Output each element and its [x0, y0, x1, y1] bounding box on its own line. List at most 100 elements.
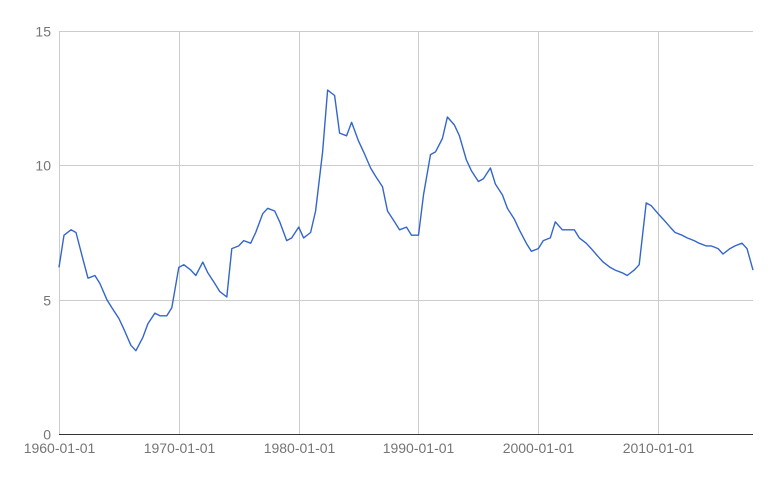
y-tick-label: 0	[43, 427, 51, 443]
data-point	[417, 233, 421, 237]
data-point	[697, 241, 701, 245]
data-point	[249, 241, 253, 245]
data-point	[733, 244, 737, 248]
data-point	[422, 193, 426, 197]
data-point	[410, 233, 414, 237]
data-point	[218, 290, 222, 294]
data-point	[386, 209, 390, 213]
data-point	[445, 115, 449, 119]
data-point	[189, 268, 193, 272]
data-point	[105, 298, 109, 302]
data-point	[314, 209, 318, 213]
data-point	[153, 311, 157, 315]
data-point	[668, 225, 672, 229]
data-point	[206, 271, 210, 275]
data-point	[165, 314, 169, 318]
data-point	[751, 268, 755, 272]
data-point	[285, 239, 289, 243]
data-point	[536, 247, 540, 251]
data-point	[266, 206, 270, 210]
data-point	[57, 265, 61, 269]
data-point	[560, 228, 564, 232]
data-point	[589, 247, 593, 251]
data-point	[62, 233, 66, 237]
x-tick-label: 2000-01-01	[503, 440, 575, 456]
data-point	[117, 317, 121, 321]
data-point	[704, 244, 708, 248]
data-point	[728, 247, 732, 251]
data-point	[601, 260, 605, 264]
x-axis-tick-labels: 1960-01-01 1970-01-01 1980-01-01 1990-01-01…	[24, 440, 695, 456]
data-point	[434, 150, 438, 154]
x-tick-label: 1970-01-01	[144, 440, 216, 456]
series-line	[58, 89, 754, 352]
data-point	[512, 217, 516, 221]
data-point	[74, 231, 78, 235]
data-point	[201, 260, 205, 264]
data-point	[649, 204, 653, 208]
data-point	[524, 241, 528, 245]
data-point	[541, 239, 545, 243]
data-point	[237, 244, 241, 248]
data-point	[529, 249, 533, 253]
data-point	[177, 265, 181, 269]
data-point	[476, 180, 480, 184]
data-point	[632, 268, 636, 272]
y-tick-label: 15	[35, 24, 51, 40]
data-point	[182, 263, 186, 267]
data-point	[620, 271, 624, 275]
data-point	[86, 276, 90, 280]
data-point	[338, 131, 342, 135]
data-point	[321, 150, 325, 154]
data-point	[548, 236, 552, 240]
data-point	[721, 252, 725, 256]
data-point	[685, 236, 689, 240]
data-point	[680, 233, 684, 237]
data-point	[194, 274, 198, 278]
data-point	[673, 231, 677, 235]
data-point	[740, 241, 744, 245]
data-point	[584, 241, 588, 245]
data-point	[625, 274, 629, 278]
data-point	[381, 185, 385, 189]
data-point	[464, 158, 468, 162]
y-tick-label: 10	[35, 158, 51, 174]
data-point	[517, 228, 521, 232]
data-point	[297, 225, 301, 229]
data-point	[709, 244, 713, 248]
data-point	[500, 193, 504, 197]
data-point	[350, 120, 354, 124]
data-point	[745, 247, 749, 251]
data-point	[122, 327, 126, 331]
data-point	[230, 247, 234, 251]
data-point	[290, 236, 294, 240]
data-point	[110, 306, 114, 310]
data-point	[572, 228, 576, 232]
data-point	[369, 166, 373, 170]
data-point	[596, 255, 600, 259]
data-point	[261, 212, 265, 216]
series-lines	[57, 89, 755, 353]
data-point	[374, 174, 378, 178]
data-point	[405, 225, 409, 229]
data-point	[225, 295, 229, 299]
data-point	[608, 265, 612, 269]
data-point	[146, 322, 150, 326]
data-point	[134, 349, 138, 353]
data-point	[553, 220, 557, 224]
data-point	[170, 306, 174, 310]
data-point	[565, 228, 569, 232]
x-tick-label: 2010-01-01	[623, 440, 695, 456]
data-point	[452, 123, 456, 127]
data-point	[242, 239, 246, 243]
data-point	[309, 231, 313, 235]
data-point	[493, 182, 497, 186]
data-point	[213, 282, 217, 286]
data-point	[440, 137, 444, 141]
data-point	[129, 343, 133, 347]
data-point	[613, 268, 617, 272]
y-axis-tick-labels: 0 5 10 15	[35, 24, 51, 443]
grid-lines	[59, 31, 753, 434]
data-point	[69, 228, 73, 232]
x-tick-label: 1980-01-01	[264, 440, 336, 456]
